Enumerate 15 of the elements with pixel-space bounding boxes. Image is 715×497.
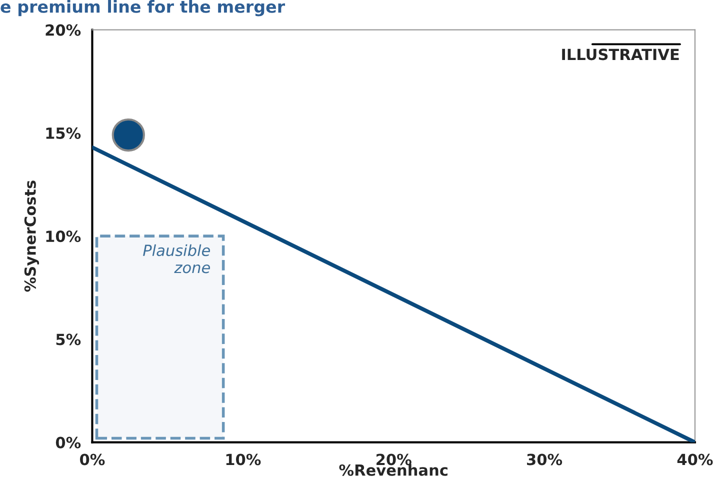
- band-label: Plausible zone: [143, 244, 210, 274]
- y-tick-label: 0%: [56, 436, 81, 448]
- x-tick-label: 20%: [376, 454, 412, 466]
- y-axis-title: %SynerCosts: [24, 180, 39, 292]
- y-tick-label: 15%: [46, 127, 81, 139]
- y-tick-label: 5%: [56, 334, 81, 346]
- x-tick-label: 0%: [80, 454, 105, 466]
- y-tick-label: 10%: [46, 230, 81, 242]
- y-tick-label: 20%: [46, 24, 81, 36]
- annotation: ILLUSTRATIVE: [562, 48, 679, 60]
- x-tick-label: 30%: [527, 454, 562, 466]
- chart-title: e premium line for the merger: [0, 0, 286, 16]
- x-axis-title: %Revenhanc: [339, 464, 448, 476]
- x-tick-label: 40%: [677, 454, 713, 466]
- x-tick-label: 10%: [226, 454, 261, 466]
